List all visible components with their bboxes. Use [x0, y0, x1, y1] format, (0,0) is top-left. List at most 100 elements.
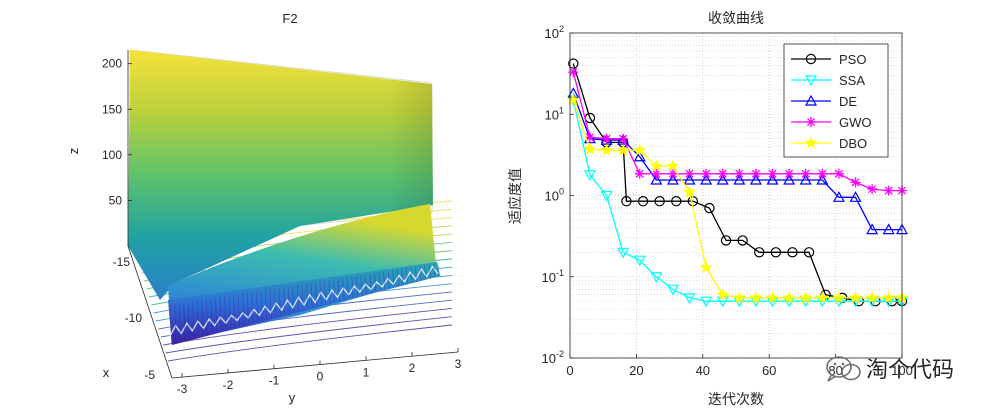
series-marker: [566, 92, 580, 106]
z-tick-label: 150: [102, 102, 122, 116]
valley-mesh-line: [333, 279, 336, 303]
series-marker: [882, 290, 896, 304]
series-marker: [683, 173, 696, 185]
valley-mesh-line: [365, 274, 368, 295]
series-marker: [750, 168, 761, 179]
valley-mesh-line: [346, 277, 349, 300]
conv-x-tick-label: 0: [566, 363, 573, 378]
valley-mesh-line: [265, 290, 268, 320]
valley-mesh-line: [337, 278, 340, 302]
valley-mesh-line: [242, 293, 245, 326]
y-tick-label: 3: [455, 357, 462, 371]
series-marker: [666, 173, 679, 185]
series-marker: [600, 190, 613, 202]
series-marker: [568, 67, 579, 78]
series-marker: [667, 168, 678, 179]
valley-mesh-line: [387, 270, 390, 289]
series-marker: [800, 168, 811, 179]
valley-mesh-line: [296, 285, 299, 312]
series-layer: [566, 58, 909, 308]
z-axis-label: z: [66, 148, 81, 155]
series-marker: [804, 94, 818, 106]
valley-ripple-highlight: [169, 265, 439, 337]
conv-y-tick-label: 10-1: [542, 268, 564, 285]
series-marker: [684, 168, 695, 179]
legend-item-pso: PSO: [791, 52, 866, 67]
valley-mesh-line: [351, 276, 354, 298]
series-marker: [848, 290, 863, 304]
y-tick-label: -2: [223, 378, 234, 392]
series-line: [572, 63, 902, 302]
valley-mesh-line: [292, 285, 295, 313]
series-marker: [634, 168, 645, 179]
series-marker: [633, 143, 647, 156]
series-marker: [583, 170, 596, 181]
valley-mesh-line: [392, 270, 395, 288]
legend: PSO SSA DE GWO DBO: [783, 43, 889, 158]
series-marker: [616, 143, 630, 156]
series-marker: [654, 196, 665, 207]
conv-x-tick-label: 20: [629, 363, 643, 378]
valley-mesh-line: [260, 290, 263, 321]
valley-mesh-line: [237, 294, 240, 327]
series-marker: [865, 290, 879, 304]
valley-mesh-line: [419, 265, 422, 281]
valley-mesh-line: [369, 273, 372, 294]
series-marker: [651, 168, 662, 179]
valley-mesh-line: [315, 282, 318, 308]
conv-x-tick-label: 60: [762, 363, 776, 378]
conv-x-tick-label: 100: [891, 363, 913, 378]
valley-mesh-line: [219, 297, 222, 332]
series-marker: [867, 184, 878, 195]
series-marker: [784, 168, 795, 179]
series-marker: [849, 191, 862, 202]
series-marker: [804, 136, 818, 149]
series-marker: [671, 196, 682, 207]
series-marker: [832, 290, 846, 304]
valley-mesh-line: [183, 302, 186, 341]
series-marker: [700, 296, 713, 308]
valley-mesh-line: [224, 296, 227, 331]
series-marker: [584, 132, 595, 143]
watermark: 淘个代码: [826, 356, 954, 383]
series-marker: [832, 191, 845, 202]
x-axis-line: [127, 245, 173, 379]
valley-mesh-line: [378, 272, 381, 292]
series-marker: [882, 223, 895, 235]
series-marker: [799, 290, 813, 304]
valley-mesh-line: [169, 304, 172, 345]
legend-label: DE: [839, 94, 857, 109]
series-marker: [732, 290, 746, 304]
conv-y-label: 适应度值: [507, 168, 524, 224]
series-marker: [737, 235, 748, 246]
legend-label: SSA: [839, 73, 865, 88]
series-marker: [617, 247, 630, 259]
series-marker: [704, 202, 715, 214]
series-marker: [682, 185, 697, 198]
valley-mesh-line: [233, 295, 236, 328]
series-marker: [699, 260, 713, 274]
valley-mesh-line: [201, 300, 204, 336]
conv-x-ticks: 0 20 40 60 80 100: [566, 354, 913, 378]
valley-mesh-ripples: [169, 262, 440, 345]
series-marker: [650, 272, 663, 283]
x-axis: -15 -10 -5: [113, 255, 156, 382]
series-marker: [666, 159, 680, 172]
legend-label: GWO: [839, 115, 872, 130]
valley-mesh-line: [328, 280, 331, 304]
valley-mesh-line: [178, 303, 181, 342]
series-marker: [601, 133, 612, 144]
series-marker: [618, 133, 629, 144]
z-tick-label: 50: [109, 193, 123, 207]
conv-y-tick-label: 101: [545, 105, 564, 122]
valley-mesh-line: [206, 299, 209, 335]
series-marker: [583, 142, 597, 155]
conv-y-tick-label: 100: [545, 187, 564, 204]
legend-item-gwo: GWO: [791, 115, 872, 130]
valley-mesh-line: [174, 304, 177, 343]
series-marker: [700, 173, 713, 185]
legend-label: PSO: [839, 52, 866, 67]
series-marker: [850, 177, 861, 188]
legend-item-dbo: DBO: [791, 136, 867, 151]
series-marker: [716, 173, 729, 185]
